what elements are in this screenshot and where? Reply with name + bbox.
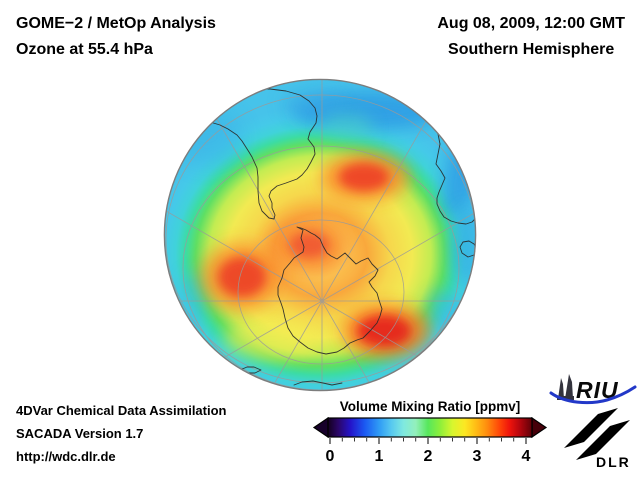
colorbar-gradient — [312, 417, 548, 444]
colorbar-tick-label: 1 — [374, 448, 384, 465]
globe-map — [162, 77, 478, 393]
assimilation-label: 4DVar Chemical Data Assimilation — [16, 403, 227, 418]
colorbar-tick-label: 2 — [423, 448, 433, 465]
riu-logo: RIU — [549, 374, 637, 405]
coastline-antarctica — [277, 226, 383, 355]
version-label: SACADA Version 1.7 — [16, 426, 144, 441]
cathedral-icon — [557, 374, 574, 400]
dlr-label: DLR — [596, 454, 631, 470]
header-left: GOME−2 / MetOp Analysis Ozone at 55.4 hP… — [16, 11, 216, 63]
datetime-label: Aug 08, 2009, 12:00 GMT — [437, 15, 625, 32]
footer-credits: 4DVar Chemical Data Assimilation SACADA … — [16, 399, 227, 468]
coastline-bottom — [293, 380, 343, 386]
hemisphere-label: Southern Hemisphere — [448, 41, 615, 58]
colorbar-ticks — [329, 438, 527, 444]
globe-limb — [163, 78, 477, 392]
dlr-mark — [564, 408, 630, 460]
globe-svg — [163, 78, 477, 392]
page-title: GOME−2 / MetOp Analysis — [16, 15, 216, 32]
colorbar-left-arrow — [312, 417, 329, 439]
colorbar: Volume Mixing Ratio [ppmv] — [310, 399, 550, 471]
colorbar-tick-label: 3 — [472, 448, 482, 465]
colorbar-tick-label: 0 — [325, 448, 335, 465]
colorbar-right-arrow — [531, 417, 548, 439]
dlr-logo: DLR — [564, 408, 631, 470]
colorbar-tick-label: 4 — [521, 448, 531, 465]
wdc-url: http://wdc.dlr.de — [16, 449, 116, 464]
header-right: Aug 08, 2009, 12:00 GMT Southern Hemisph… — [437, 11, 625, 63]
riu-swoosh — [549, 385, 637, 405]
ozone-field — [164, 79, 476, 391]
page-subtitle: Ozone at 55.4 hPa — [16, 41, 153, 58]
colorbar-title: Volume Mixing Ratio [ppmv] — [339, 399, 521, 414]
